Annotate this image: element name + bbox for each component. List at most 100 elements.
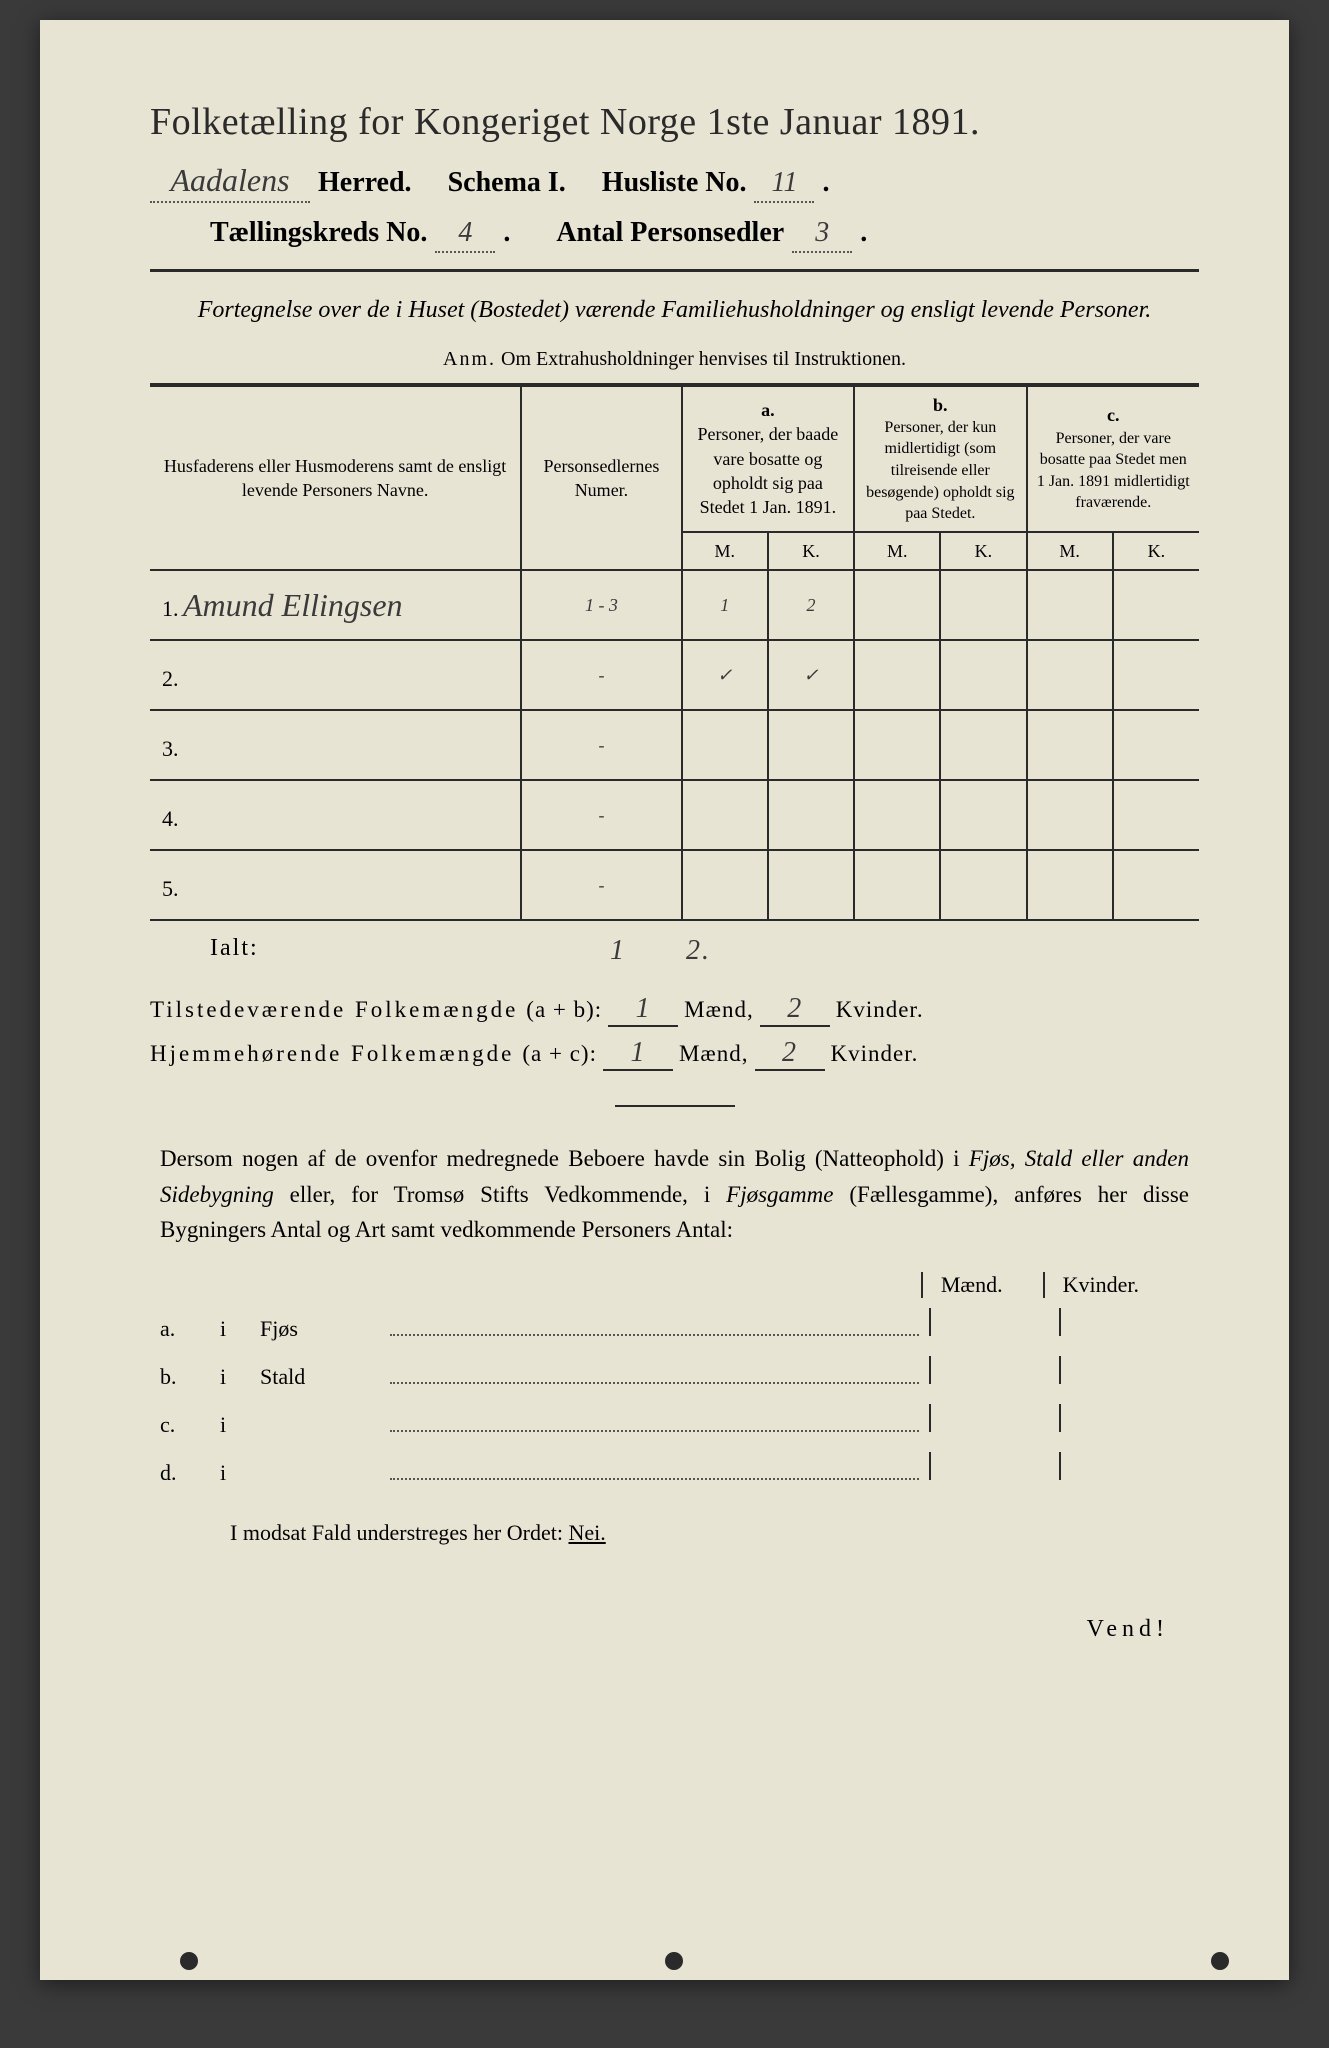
punch-hole: [665, 1952, 683, 1970]
abcd-row: a.iFjøs: [160, 1308, 1189, 1342]
row-bm-cell: [854, 710, 940, 780]
abcd-key: c.: [160, 1412, 220, 1438]
bolig-paragraph: Dersom nogen af de ovenfor medregnede Be…: [160, 1141, 1189, 1248]
col-c-k: K.: [1113, 532, 1199, 570]
mk-header: Mænd. Kvinder.: [150, 1272, 1199, 1298]
abcd-label: Fjøs: [260, 1316, 380, 1342]
row-bk-cell: [940, 780, 1026, 850]
vend-label: Vend!: [150, 1616, 1199, 1643]
ialt-k: 2.: [686, 935, 711, 967]
divider: [150, 269, 1199, 272]
col-header-b: b. Personer, der kun midlertidigt (som t…: [854, 386, 1026, 532]
short-divider: [615, 1105, 735, 1107]
row-name-cell: 5.: [150, 850, 521, 920]
row-am-cell: ✓: [682, 640, 768, 710]
row-ak-cell: 2: [768, 570, 854, 640]
abcd-i: i: [220, 1412, 260, 1438]
husliste-label: Husliste No.: [602, 167, 747, 199]
table-row: 3. -: [150, 710, 1199, 780]
abcd-dots: [390, 1314, 919, 1336]
kreds-label: Tællingskreds No.: [210, 217, 427, 249]
abcd-cols: [929, 1356, 1189, 1384]
abcd-cols: [929, 1404, 1189, 1432]
col-header-name: Husfaderens eller Husmoderens samt de en…: [150, 386, 521, 571]
table-row: 1. Amund Ellingsen1 - 312: [150, 570, 1199, 640]
row-bk-cell: [940, 570, 1026, 640]
ialt-row: Ialt: 1 2.: [150, 935, 1199, 967]
sum1-k: 2: [760, 993, 830, 1027]
page-title: Folketælling for Kongeriget Norge 1ste J…: [150, 100, 1199, 144]
col-header-c: c. Personer, der vare bosatte paa Stedet…: [1027, 386, 1199, 532]
row-am-cell: [682, 710, 768, 780]
abcd-cols: [929, 1452, 1189, 1480]
row-ck-cell: [1113, 780, 1199, 850]
row-name-cell: 4.: [150, 780, 521, 850]
row-bm-cell: [854, 570, 940, 640]
table-row: 2. -✓✓: [150, 640, 1199, 710]
row-bk-cell: [940, 710, 1026, 780]
mk-maend: Mænd.: [921, 1272, 1003, 1298]
col-header-a: a. Personer, der baade vare bosatte og o…: [682, 386, 854, 532]
abcd-dots: [390, 1410, 919, 1432]
header-row-2: Tællingskreds No. 4 . Antal Personsedler…: [150, 217, 1199, 253]
nei-word: Nei.: [568, 1520, 605, 1545]
abcd-i: i: [220, 1316, 260, 1342]
abcd-i: i: [220, 1364, 260, 1390]
abcd-list: a.iFjøsb.iStaldc.id.i: [160, 1308, 1189, 1486]
table-row: 4. -: [150, 780, 1199, 850]
punch-hole: [1211, 1952, 1229, 1970]
row-num-cell: -: [521, 710, 681, 780]
row-num-cell: -: [521, 640, 681, 710]
census-table: Husfaderens eller Husmoderens samt de en…: [150, 385, 1199, 922]
table-row: 5. -: [150, 850, 1199, 920]
abcd-key: a.: [160, 1316, 220, 1342]
mk-kvinder: Kvinder.: [1043, 1272, 1139, 1298]
summary-block: Tilstedeværende Folkemængde (a + b): 1 M…: [150, 993, 1199, 1071]
row-ck-cell: [1113, 710, 1199, 780]
row-am-cell: [682, 850, 768, 920]
row-ck-cell: [1113, 570, 1199, 640]
punch-hole: [180, 1952, 198, 1970]
row-name-cell: 2.: [150, 640, 521, 710]
row-cm-cell: [1027, 850, 1113, 920]
abcd-row: b.iStald: [160, 1356, 1189, 1390]
abcd-dots: [390, 1458, 919, 1480]
summary-line-1: Tilstedeværende Folkemængde (a + b): 1 M…: [150, 993, 1199, 1027]
row-ak-cell: ✓: [768, 640, 854, 710]
row-bk-cell: [940, 640, 1026, 710]
summary-line-2: Hjemmehørende Folkemængde (a + c): 1 Mæn…: [150, 1037, 1199, 1071]
col-c-m: M.: [1027, 532, 1113, 570]
col-a-m: M.: [682, 532, 768, 570]
row-am-cell: [682, 780, 768, 850]
header-row-1: Aadalens Herred. Schema I. Husliste No. …: [150, 162, 1199, 203]
row-cm-cell: [1027, 570, 1113, 640]
row-ck-cell: [1113, 640, 1199, 710]
col-header-number: Personsedlernes Numer.: [521, 386, 681, 571]
row-bm-cell: [854, 640, 940, 710]
ialt-m: 1: [610, 935, 626, 967]
row-cm-cell: [1027, 640, 1113, 710]
row-num-cell: 1 - 3: [521, 570, 681, 640]
abcd-key: d.: [160, 1460, 220, 1486]
herred-label: Herred.: [318, 167, 412, 199]
subtitle: Fortegnelse over de i Huset (Bostedet) v…: [190, 294, 1159, 328]
sum1-m: 1: [608, 993, 678, 1027]
abcd-row: c.i: [160, 1404, 1189, 1438]
row-am-cell: 1: [682, 570, 768, 640]
abcd-cols: [929, 1308, 1189, 1336]
row-ak-cell: [768, 850, 854, 920]
antal-value: 3: [792, 217, 852, 253]
abcd-key: b.: [160, 1364, 220, 1390]
sum2-m: 1: [603, 1037, 673, 1071]
schema-label: Schema I.: [448, 167, 566, 199]
col-b-k: K.: [940, 532, 1026, 570]
row-ak-cell: [768, 780, 854, 850]
row-ck-cell: [1113, 850, 1199, 920]
row-num-cell: -: [521, 780, 681, 850]
sum2-k: 2: [755, 1037, 825, 1071]
census-form-page: Folketælling for Kongeriget Norge 1ste J…: [40, 20, 1289, 1980]
col-a-k: K.: [768, 532, 854, 570]
row-bm-cell: [854, 780, 940, 850]
row-bk-cell: [940, 850, 1026, 920]
row-cm-cell: [1027, 710, 1113, 780]
